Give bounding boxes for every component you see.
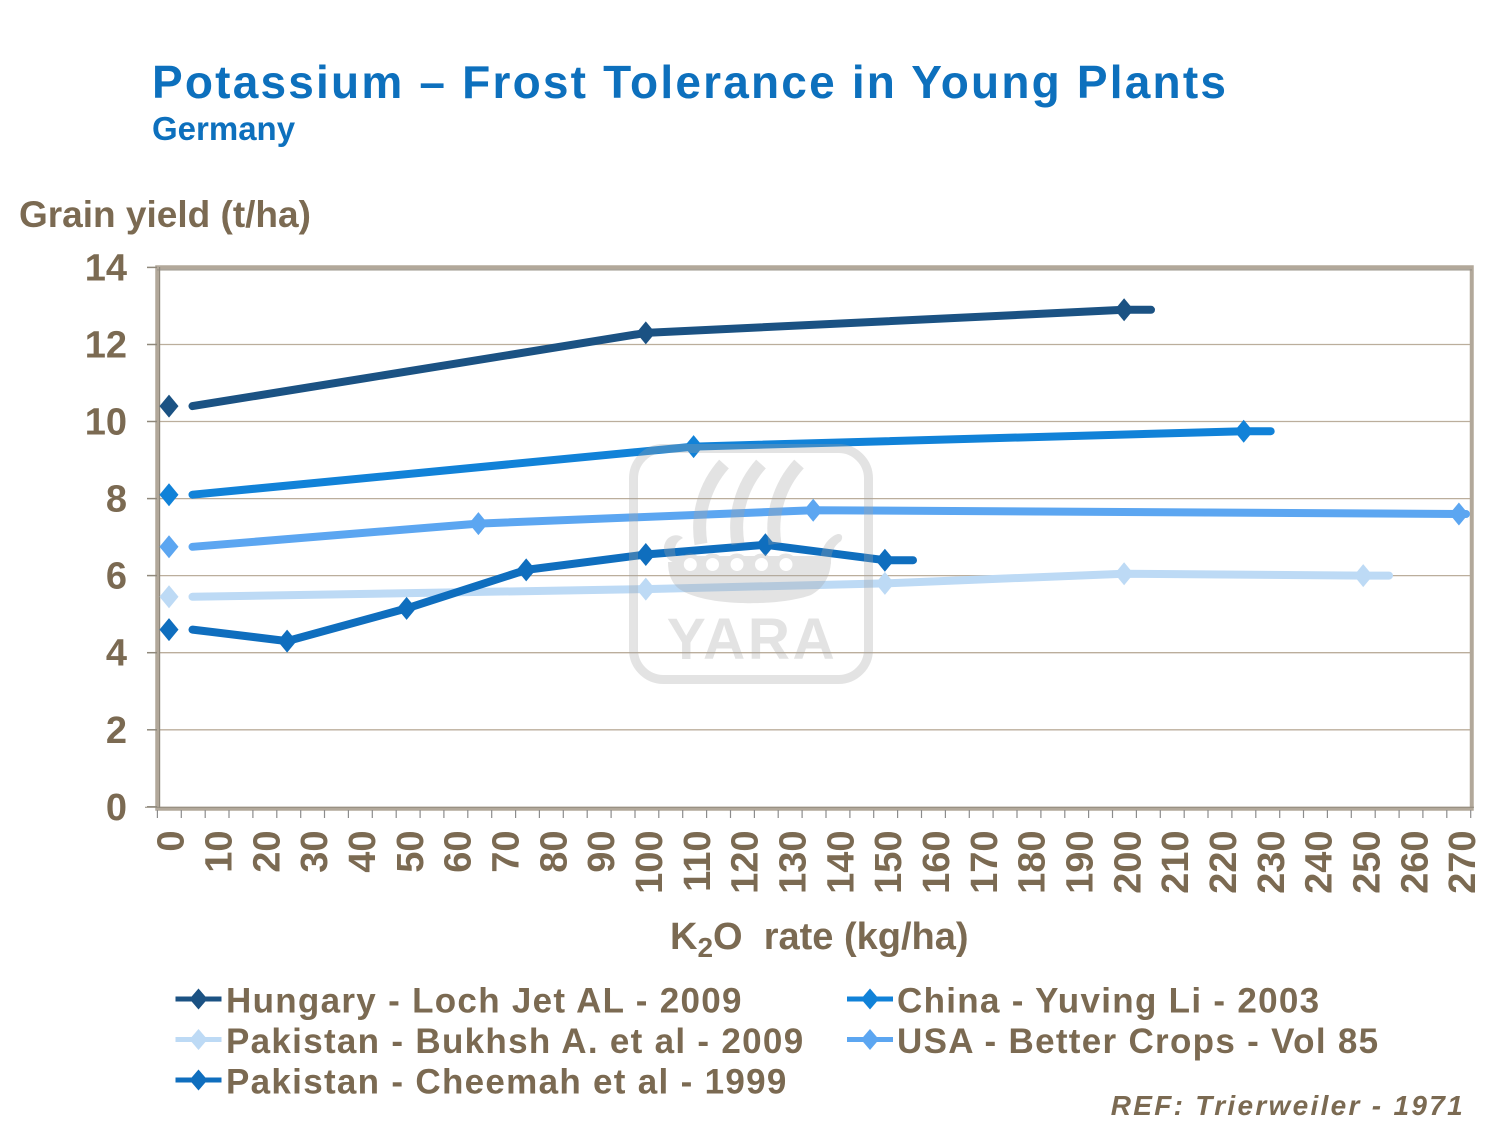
svg-text:YARA: YARA (667, 607, 837, 672)
svg-text:REF: Trierweiler - 1971: REF: Trierweiler - 1971 (1111, 1090, 1465, 1121)
svg-text:140: 140 (820, 831, 862, 894)
svg-text:Germany: Germany (152, 110, 296, 147)
svg-text:270: 270 (1442, 831, 1484, 894)
svg-text:14: 14 (85, 247, 127, 289)
svg-text:40: 40 (342, 831, 384, 873)
svg-text:160: 160 (916, 831, 958, 894)
svg-text:China - Yuving Li - 2003: China - Yuving Li - 2003 (897, 982, 1320, 1021)
svg-text:230: 230 (1251, 831, 1293, 894)
svg-text:30: 30 (294, 831, 336, 873)
svg-text:170: 170 (964, 831, 1006, 894)
svg-text:8: 8 (106, 479, 127, 521)
svg-text:K2O rate (kg/ha): K2O rate (kg/ha) (670, 916, 969, 963)
svg-text:260: 260 (1394, 831, 1436, 894)
svg-text:130: 130 (773, 831, 815, 894)
svg-text:Grain yield (t/ha): Grain yield (t/ha) (19, 194, 311, 235)
svg-text:220: 220 (1203, 831, 1245, 894)
svg-text:Pakistan - Cheemah et al - 199: Pakistan - Cheemah et al - 1999 (226, 1063, 788, 1102)
svg-text:210: 210 (1155, 831, 1197, 894)
svg-text:6: 6 (106, 556, 127, 598)
svg-text:0: 0 (151, 831, 193, 852)
svg-text:190: 190 (1060, 831, 1102, 894)
svg-text:10: 10 (85, 402, 127, 444)
svg-text:110: 110 (677, 831, 719, 892)
svg-text:USA - Better Crops - Vol 85: USA - Better Crops - Vol 85 (897, 1022, 1379, 1061)
svg-text:150: 150 (868, 831, 910, 894)
svg-text:Hungary - Loch Jet AL - 2009: Hungary - Loch Jet AL - 2009 (226, 982, 743, 1021)
svg-text:200: 200 (1107, 831, 1149, 894)
svg-text:80: 80 (533, 831, 575, 873)
svg-text:90: 90 (581, 831, 623, 873)
svg-text:70: 70 (486, 831, 528, 873)
svg-text:4: 4 (106, 633, 127, 675)
svg-text:Potassium – Frost Tolerance in: Potassium – Frost Tolerance in Young Pla… (152, 56, 1228, 108)
svg-text:20: 20 (246, 831, 288, 873)
svg-text:12: 12 (85, 325, 127, 367)
svg-text:2: 2 (106, 710, 127, 752)
svg-text:120: 120 (725, 831, 767, 894)
svg-text:240: 240 (1299, 831, 1341, 894)
svg-text:180: 180 (1012, 831, 1054, 894)
svg-text:250: 250 (1347, 831, 1389, 894)
svg-text:60: 60 (438, 831, 480, 873)
svg-text:50: 50 (390, 831, 432, 873)
svg-text:10: 10 (199, 831, 241, 873)
svg-text:0: 0 (106, 787, 127, 829)
svg-text:Pakistan - Bukhsh A. et al - 2: Pakistan - Bukhsh A. et al - 2009 (226, 1022, 804, 1061)
svg-text:100: 100 (629, 831, 671, 894)
